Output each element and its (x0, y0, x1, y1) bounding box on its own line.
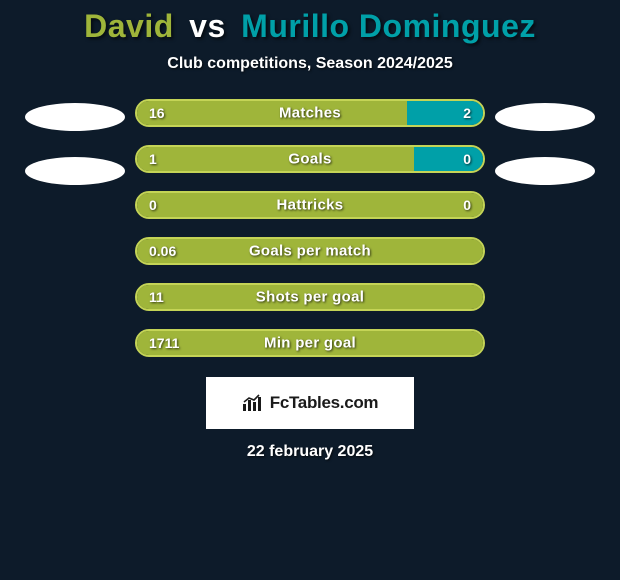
stat-row: 11Shots per goal (135, 283, 485, 311)
player2-segment (414, 147, 483, 171)
avatar-placeholder (25, 157, 125, 185)
player1-segment (137, 285, 483, 309)
player2-segment (407, 101, 483, 125)
stats-area: 162Matches 10Goals 00Hattricks 0.06Goals pe… (0, 99, 620, 357)
source-logo: FcTables.com (206, 377, 414, 429)
avatar-placeholder (495, 103, 595, 131)
card-title: David vs Murillo Dominguez (84, 8, 536, 45)
player1-segment (137, 331, 483, 355)
subtitle: Club competitions, Season 2024/2025 (167, 55, 452, 73)
player1-segment (137, 147, 414, 171)
vs-label: vs (189, 8, 226, 44)
stat-row: 10Goals (135, 145, 485, 173)
stat-row: 0.06Goals per match (135, 237, 485, 265)
player2-name: Murillo Dominguez (241, 8, 536, 44)
avatar-placeholder (25, 103, 125, 131)
left-avatar-column (15, 99, 135, 211)
player1-segment (137, 239, 483, 263)
stat-row: 162Matches (135, 99, 485, 127)
stat-row: 00Hattricks (135, 191, 485, 219)
player1-segment (137, 193, 483, 217)
stat-row: 1711Min per goal (135, 329, 485, 357)
chart-icon (242, 394, 264, 412)
player1-name: David (84, 8, 174, 44)
stat-bars: 162Matches 10Goals 00Hattricks 0.06Goals pe… (135, 99, 485, 357)
logo-text: FcTables.com (270, 393, 379, 413)
player1-segment (137, 101, 407, 125)
right-avatar-column (485, 99, 605, 211)
comparison-card: David vs Murillo Dominguez Club competit… (0, 0, 620, 580)
avatar-placeholder (495, 157, 595, 185)
date-label: 22 february 2025 (247, 443, 373, 461)
